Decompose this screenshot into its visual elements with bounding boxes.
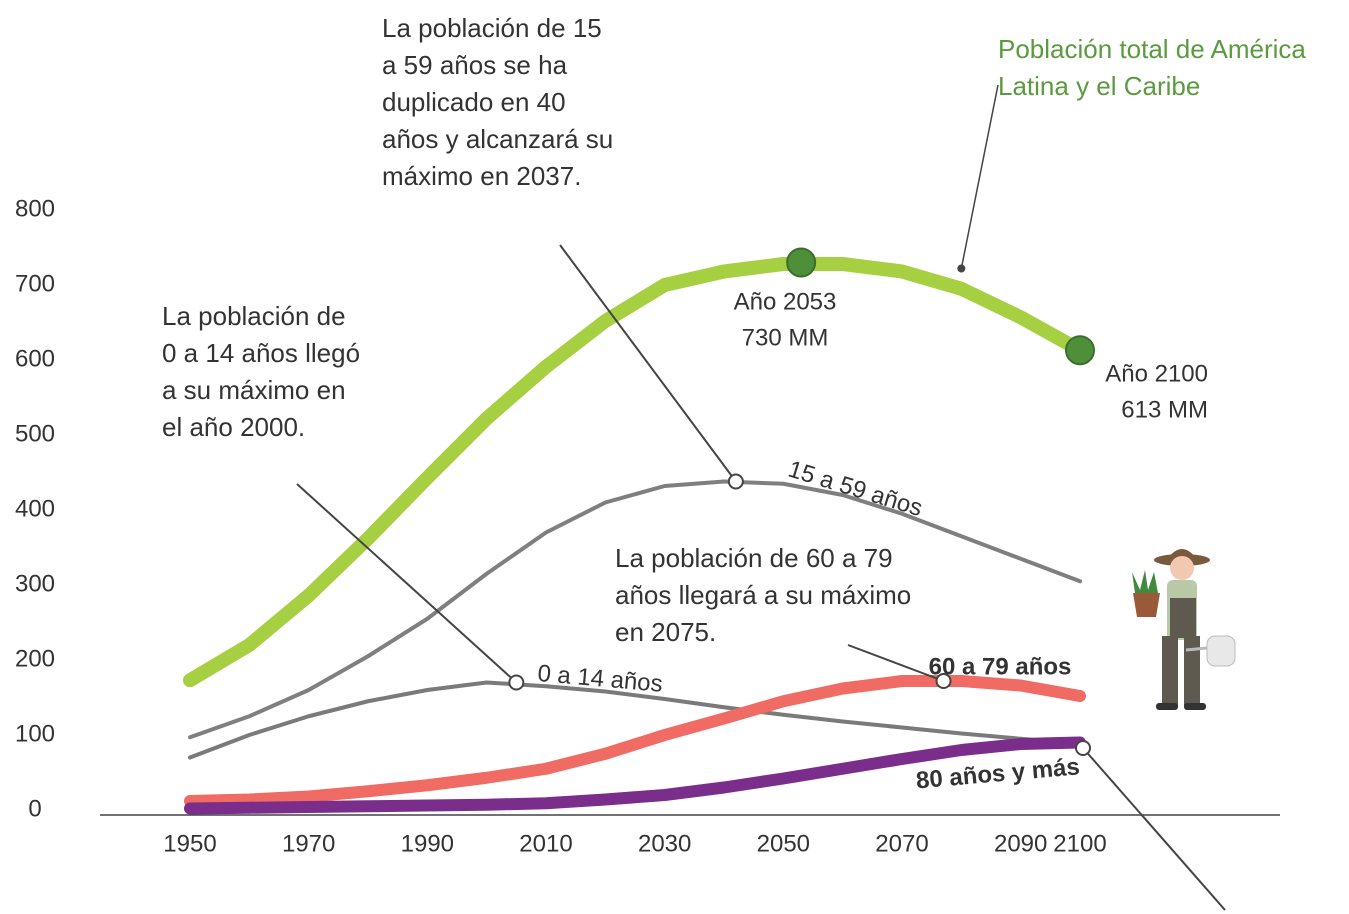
- pointer-dot: [935, 673, 952, 689]
- pointer-line: [1082, 747, 1226, 911]
- series-line: [188, 680, 1082, 760]
- y-tick-label: 500: [15, 420, 55, 447]
- pointer-dot: [508, 674, 525, 691]
- pointer-line: [960, 84, 999, 269]
- y-tick-label: 300: [15, 570, 55, 597]
- series-label: 0 a 14 años: [536, 660, 663, 698]
- x-tick-label: 2050: [757, 830, 810, 857]
- series-line: [183, 257, 1087, 688]
- x-tick-label: 2030: [638, 830, 691, 857]
- highlight-value: 730 MM: [742, 324, 829, 351]
- highlight-point: [1065, 335, 1095, 366]
- y-tick-label: 700: [15, 270, 55, 297]
- y-tick-label: 400: [15, 495, 55, 522]
- annotation: La población de 60 a 79 años llegará a s…: [615, 543, 912, 647]
- pointer-dot: [1075, 740, 1091, 756]
- highlight-value: 613 MM: [1121, 396, 1208, 423]
- series-label: 60 a 79 años: [929, 653, 1072, 680]
- x-tick-label: 2090: [994, 830, 1047, 857]
- series-title: Población total de América Latina y el C…: [998, 34, 1306, 101]
- y-tick-label: 800: [15, 195, 55, 222]
- annotation: La población de 15 a 59 años se ha dupli…: [382, 13, 614, 191]
- x-tick-label: 1950: [163, 830, 216, 857]
- pointer-line: [847, 644, 944, 682]
- x-tick-label: 2070: [875, 830, 928, 857]
- series-line: [188, 479, 1082, 740]
- pointer-dot: [957, 264, 966, 273]
- highlight-label: Año 2100: [1105, 360, 1208, 387]
- highlight-label: Año 2053: [734, 288, 837, 315]
- series-label: 80 años y más: [915, 753, 1081, 794]
- x-tick-label: 1970: [282, 830, 335, 857]
- x-tick-label: 2100: [1053, 830, 1106, 857]
- plot: 0 100 200 300 400 500 600 700 800 1950 1970 1990 201…: [15, 195, 1107, 857]
- annotation: La población de 0 a 14 años llegó a su m…: [162, 301, 361, 442]
- y-tick-label: 0: [28, 795, 41, 822]
- highlight-point: [786, 247, 817, 278]
- illustration: [1132, 549, 1236, 710]
- pointer-dot: [727, 473, 744, 490]
- y-tick-label: 600: [15, 345, 55, 372]
- x-tick-label: 1990: [401, 830, 454, 857]
- pointer-line: [296, 483, 518, 684]
- y-tick-label: 100: [15, 720, 55, 747]
- x-tick-label: 2010: [519, 830, 572, 857]
- pointer-line: [559, 244, 737, 483]
- series-line: [184, 675, 1086, 807]
- series-line: [184, 736, 1086, 815]
- y-tick-label: 200: [15, 645, 55, 672]
